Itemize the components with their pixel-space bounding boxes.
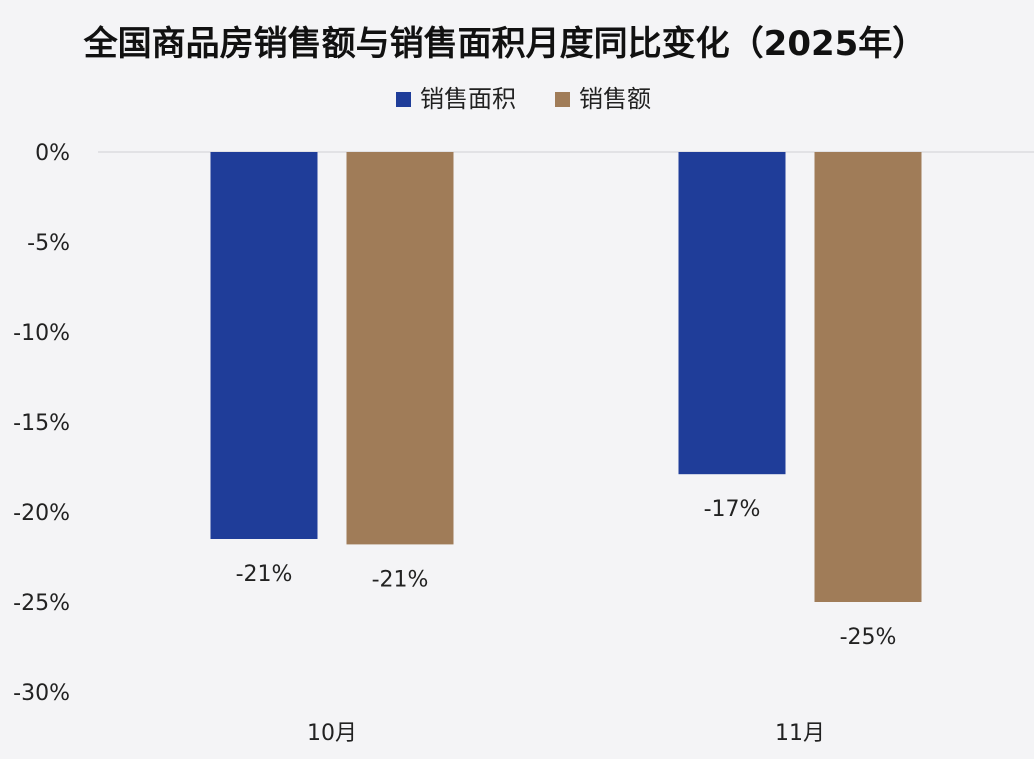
y-tick-label: -30%: [13, 681, 70, 706]
x-category-label: 11月: [775, 721, 825, 746]
y-axis: 0% -5% -10% -15% -20% -25% -30%: [13, 141, 70, 706]
x-category-label: 10月: [307, 721, 357, 746]
bars: -21% -17% -21% -25%: [210, 152, 922, 650]
bar-sales-area: [210, 152, 318, 539]
legend-swatch-sales-area: [396, 92, 411, 107]
bar-sales-amount: [346, 152, 454, 545]
legend-label-sales-area: 销售面积: [420, 85, 516, 113]
y-tick-label: 0%: [35, 141, 70, 166]
bar-sales-amount: [814, 152, 922, 602]
x-axis: 10月 11月: [307, 721, 825, 746]
bar-data-label: -21%: [372, 567, 429, 592]
bar-sales-area: [678, 152, 786, 475]
y-tick-label: -20%: [13, 501, 70, 526]
bar-data-label: -25%: [840, 625, 897, 650]
chart-title: 全国商品房销售额与销售面积月度同比变化（2025年）: [83, 24, 927, 64]
y-tick-label: -10%: [13, 321, 70, 346]
bar-data-label: -21%: [236, 562, 293, 587]
y-tick-label: -5%: [27, 231, 70, 256]
legend-label-sales-amount: 销售额: [579, 85, 651, 113]
bar-data-label: -17%: [704, 497, 761, 522]
legend: 销售面积 销售额: [396, 85, 651, 113]
legend-swatch-sales-amount: [555, 92, 570, 107]
y-tick-label: -25%: [13, 591, 70, 616]
y-tick-label: -15%: [13, 411, 70, 436]
